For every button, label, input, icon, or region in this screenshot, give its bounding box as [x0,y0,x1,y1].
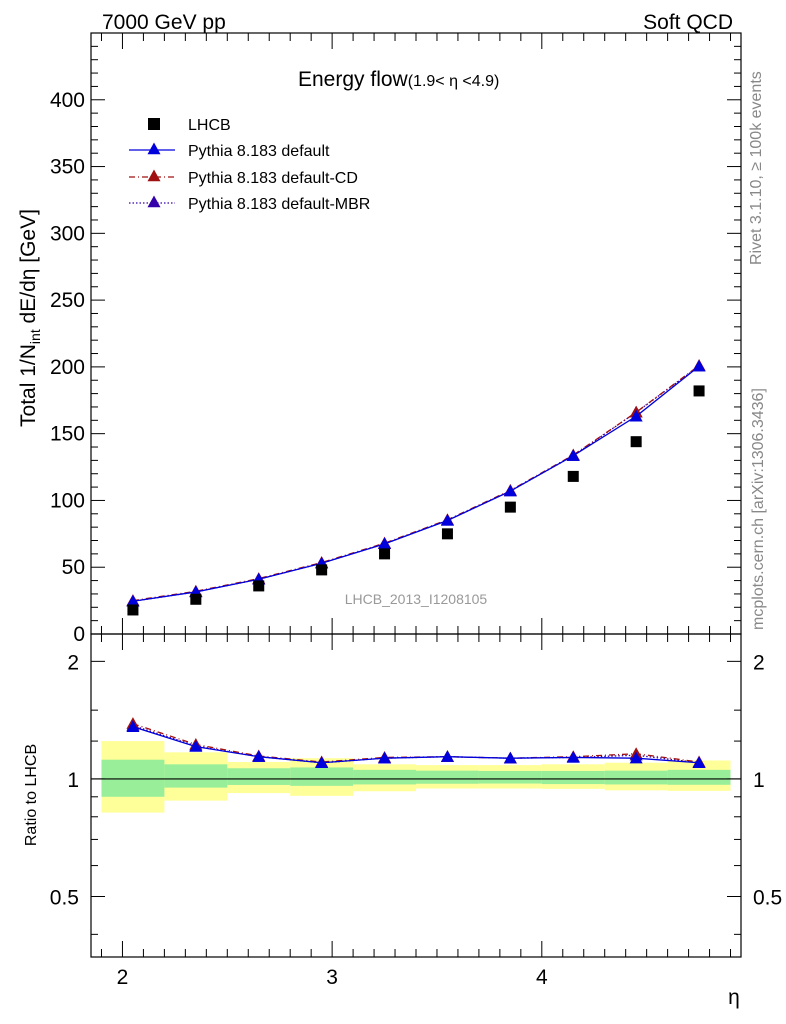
x-tick-label: 2 [117,966,129,989]
uncertainty-band-inner [290,767,354,786]
uncertainty-band-inner [667,769,731,785]
ratio-tick-label-left: 0.5 [50,887,79,910]
ratio-1-point [566,750,580,763]
data-point-lhcb [379,548,391,560]
data-point-lhcb [504,501,516,513]
y-tick-label: 400 [50,89,85,112]
data-point-lhcb [127,604,139,616]
chart-title-sub: (1.9< η <4.9) [408,73,500,90]
legend-label: LHCB [188,117,231,134]
data-point-lhcb [190,593,202,605]
chart-title-main: Energy flow [298,68,409,91]
legend: LHCB Pythia 8.183 default Pythia 8.183 def… [129,117,370,213]
series-1-point [440,513,454,526]
y-tick-label: 150 [50,423,85,446]
legend-label: Pythia 8.183 default [188,143,330,160]
ratio-1-point [252,750,266,762]
chart-title: Energy flow(1.9< η <4.9) [298,68,499,91]
series-1-point [692,359,706,372]
ratio-1-point [189,740,203,752]
legend-label: Pythia 8.183 default-CD [188,170,358,187]
y-tick-label: 0 [73,623,85,646]
legend-marker-lhcb [148,118,160,130]
ratio-1-point [629,751,643,764]
series-1-point [503,484,517,497]
data-point-lhcb [693,385,705,397]
ratio-1-point [315,756,329,768]
collision-label: 7000 GeV pp [102,11,226,34]
y-axis-label: Total 1/Nint dE/dη [GeV] [17,209,43,427]
y-tick-label: 350 [50,156,85,179]
main-panel: 0 50 100 150 200 250 300 350 400 Energy flow(1.9… [17,32,742,646]
y-tick-label: 100 [50,489,85,512]
uncertainty-band-inner [227,768,291,785]
y-axis-label-sub: int [27,329,43,344]
y-axis-label-tail: dE/dη [GeV] [17,209,40,329]
ratio-tick-label-right: 1 [753,769,765,792]
legend-marker-3 [147,195,161,208]
ratio-tick-label-right: 0.5 [753,887,782,910]
ratio-1-point [126,720,140,732]
ratio-tick-label-right: 2 [753,651,765,674]
watermark-label: LHCB_2013_I1208105 [345,591,488,607]
series-1-point [378,537,392,550]
ratio-series [126,717,706,768]
mcplots-label: mcplots.cern.ch [arXiv:1306.3436] [750,388,767,630]
data-point-lhcb [630,436,642,448]
series-line-1 [132,365,700,602]
series-line-2 [132,365,700,602]
ratio-frame [90,633,742,958]
process-label: Soft QCD [643,11,733,34]
ratio-1-point [692,756,706,768]
x-axis-label: η [728,986,740,1009]
ratio-axis-ticks: 2 3 4 0.5 0.5 1 1 2 2 [50,634,782,989]
rivet-label: Rivet 3.1.10, ≥ 100k events [748,71,765,265]
y-tick-label: 50 [62,556,85,579]
ratio-1-point [503,751,517,764]
x-tick-label: 4 [536,966,548,989]
data-point-lhcb [567,470,579,482]
main-series [126,359,706,616]
ratio-line-1 [132,726,700,764]
uncertainty-band-inner [101,759,165,797]
x-tick-label: 3 [326,966,338,989]
uncertainty-band-inner [416,770,479,784]
uncertainty-band-inner [478,770,542,784]
y-tick-label: 250 [50,289,85,312]
series-1-point [566,449,580,461]
ratio-panel: 2 3 4 0.5 0.5 1 1 2 2 Ratio to LHCB η [23,633,782,1009]
data-point-lhcb [253,580,265,592]
y-tick-label: 300 [50,222,85,245]
legend-marker-1 [147,142,161,155]
series-line-3 [132,365,700,602]
ratio-tick-label-left: 2 [67,651,79,674]
ratio-1-point [440,750,454,762]
y-tick-label: 200 [50,356,85,379]
main-axis-ticks: 0 50 100 150 200 250 300 350 400 [50,33,741,646]
legend-marker-2 [147,169,161,182]
ratio-1-point [378,751,392,764]
series-1-point [126,594,140,607]
data-point-lhcb [316,564,328,576]
y-axis-label-main: Total 1/N [17,344,40,427]
data-point-lhcb [441,528,453,540]
uncertainty-band-inner [164,764,228,788]
uncertainty-band-inner [353,769,416,785]
ratio-tick-label-left: 1 [67,769,79,792]
series-1-point [629,409,643,422]
uncertainty-band-inner [541,770,605,785]
uncertainty-band-inner [604,770,668,785]
ratio-y-axis-label: Ratio to LHCB [23,744,40,846]
ratio-bands [101,741,731,813]
legend-label: Pythia 8.183 default-MBR [188,196,370,213]
